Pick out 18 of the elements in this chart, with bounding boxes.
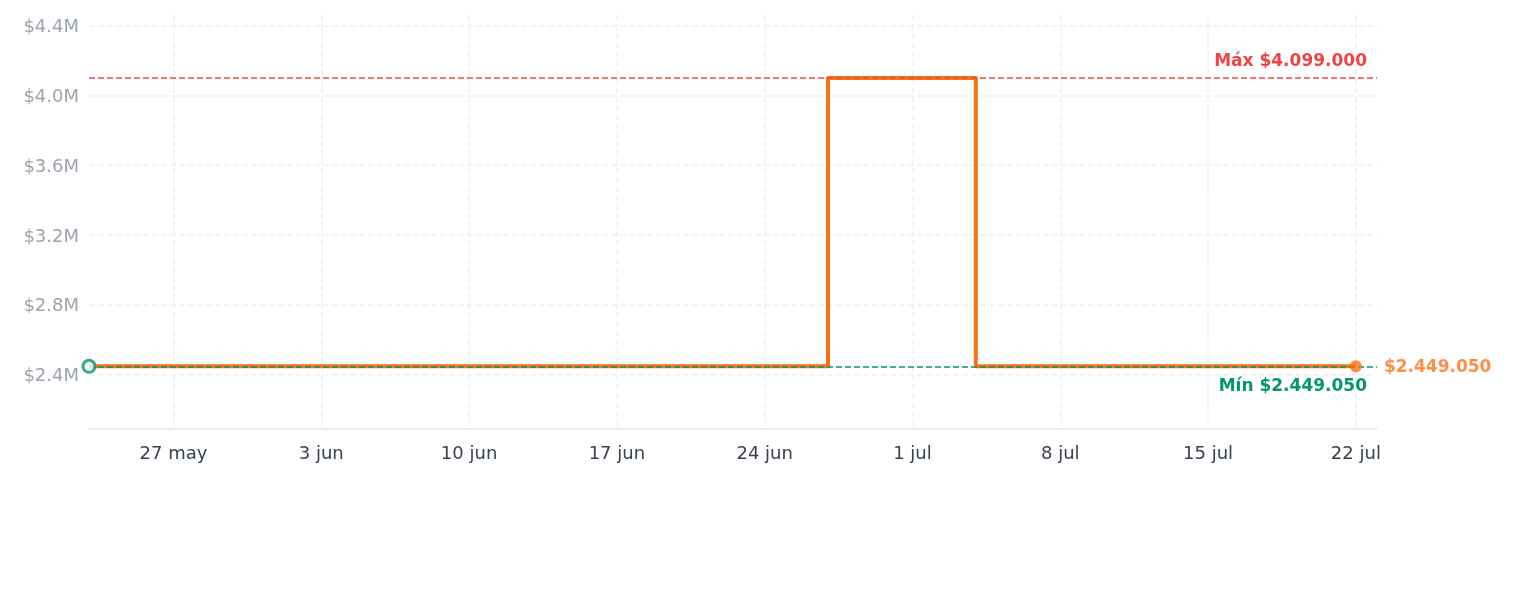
y-tick-label: $3.2M: [23, 224, 79, 246]
x-tick-label: 10 jun: [440, 441, 498, 463]
x-tick-label: 8 jul: [1040, 441, 1080, 463]
ref-line-label: Máx $4.099.000: [1214, 49, 1368, 70]
x-tick-label: 15 jul: [1183, 441, 1234, 463]
y-tick-label: $2.8M: [23, 294, 79, 316]
y-tick-label: $3.6M: [23, 154, 79, 176]
y-tick-label: $2.4M: [23, 364, 79, 386]
x-tick-label: 22 jul: [1330, 441, 1381, 463]
x-tick-label: 24 jun: [736, 441, 793, 463]
y-tick-label: $4.0M: [23, 84, 79, 106]
x-tick-label: 27 may: [139, 441, 208, 463]
data-label: $2.449.050: [1383, 356, 1492, 377]
y-tick-label: $4.4M: [23, 14, 79, 36]
x-tick-label: 1 jul: [893, 441, 932, 463]
x-tick-label: 3 jun: [298, 441, 344, 463]
ref-line-label: Mín $2.449.050: [1218, 374, 1368, 395]
x-tick-label: 17 jun: [588, 441, 646, 463]
